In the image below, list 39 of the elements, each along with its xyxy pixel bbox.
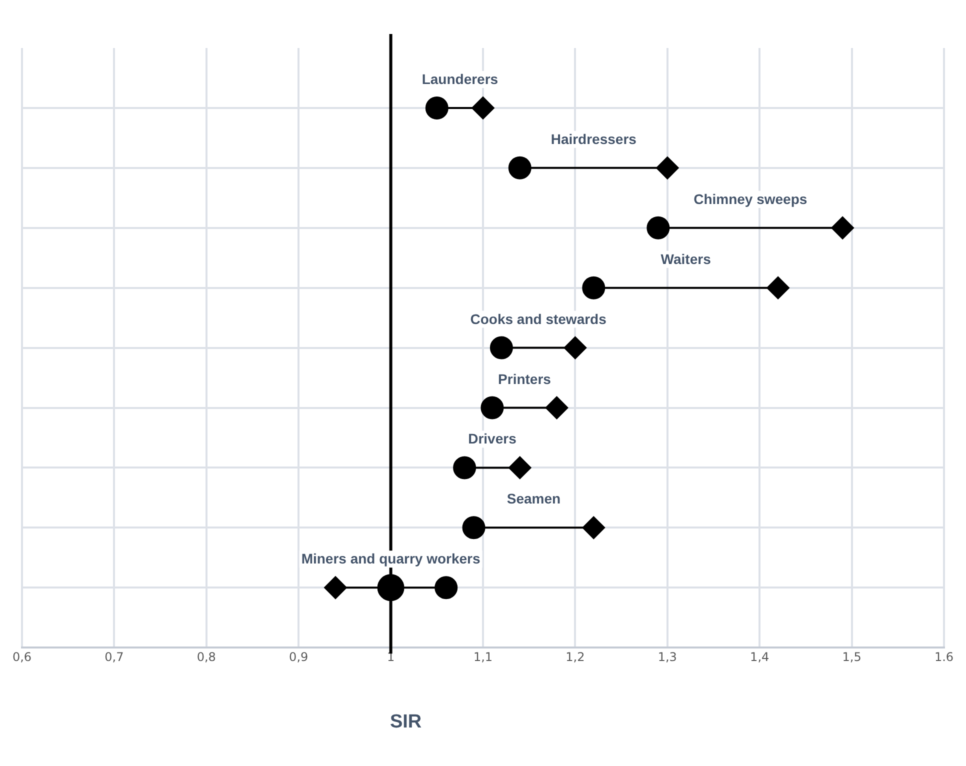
y-tick-label: Hairdressers bbox=[550, 130, 637, 147]
x-tick-label: 1,2 bbox=[566, 650, 585, 664]
point bbox=[425, 96, 448, 120]
point bbox=[766, 276, 790, 300]
x-tick-label: 1,3 bbox=[658, 650, 677, 664]
y-tick-label: Chimney sweeps bbox=[694, 190, 808, 207]
point bbox=[480, 396, 504, 420]
x-tick-label: 1.6 bbox=[934, 650, 954, 664]
point bbox=[377, 574, 404, 602]
x-tick-label: 1,1 bbox=[473, 650, 493, 664]
y-tick-label: Seamen bbox=[506, 490, 561, 507]
point bbox=[508, 456, 532, 480]
point bbox=[646, 216, 670, 240]
point bbox=[508, 156, 532, 180]
point bbox=[490, 336, 513, 360]
y-tick-label: Launderers bbox=[422, 70, 498, 87]
point bbox=[472, 96, 494, 120]
y-tick-label: Miners and quarry workers bbox=[301, 550, 480, 567]
x-tick-label: 1,4 bbox=[750, 650, 770, 664]
point bbox=[434, 576, 458, 600]
x-tick-label: 0,9 bbox=[289, 650, 308, 664]
point bbox=[582, 276, 606, 300]
x-tick-label: 0,6 bbox=[12, 650, 32, 664]
point bbox=[564, 336, 587, 360]
point bbox=[831, 216, 854, 240]
x-tick-label: 0,7 bbox=[104, 650, 124, 664]
y-tick-label: Waiters bbox=[660, 250, 712, 267]
x-tick-label: 1,5 bbox=[842, 650, 862, 664]
point bbox=[545, 396, 568, 420]
y-tick-label: Cooks and stewards bbox=[470, 310, 607, 327]
point bbox=[582, 516, 606, 540]
x-axis-title: SIR bbox=[390, 712, 422, 733]
point bbox=[656, 156, 679, 180]
y-tick-label: Printers bbox=[498, 370, 552, 387]
x-tick-label: 0,8 bbox=[196, 650, 216, 664]
point bbox=[453, 456, 476, 480]
point bbox=[324, 576, 347, 600]
point bbox=[462, 516, 486, 540]
y-tick-label: Drivers bbox=[468, 430, 517, 447]
